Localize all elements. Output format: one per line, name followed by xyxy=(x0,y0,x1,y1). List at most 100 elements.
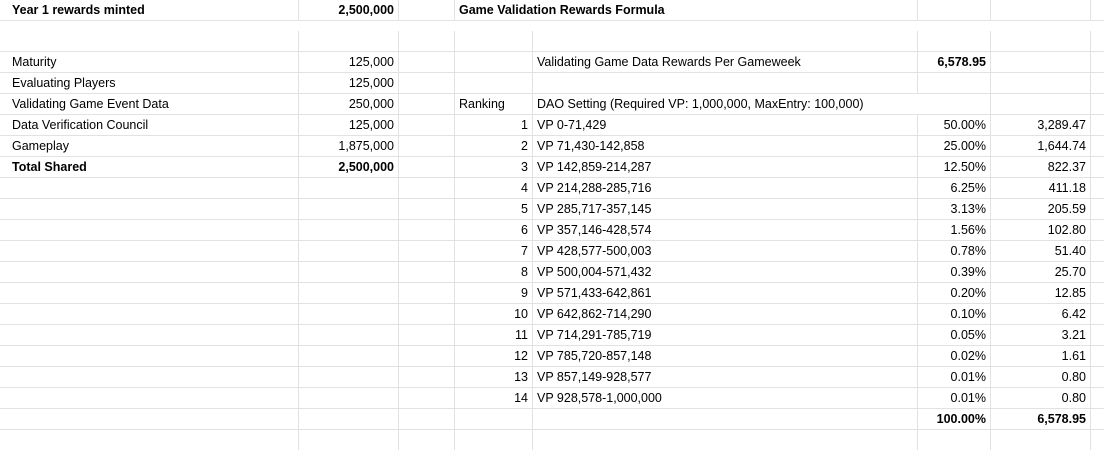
rank-vp-range[interactable]: VP 928,578-1,000,000 xyxy=(533,388,918,408)
rank-percent[interactable]: 0.05% xyxy=(918,325,991,345)
empty-cell[interactable] xyxy=(399,262,455,282)
empty-cell[interactable] xyxy=(299,346,399,366)
rank-reward[interactable]: 6.42 xyxy=(991,304,1091,324)
rank-percent[interactable]: 6.25% xyxy=(918,178,991,198)
rank-vp-range[interactable]: VP 714,291-785,719 xyxy=(533,325,918,345)
empty-cell[interactable] xyxy=(399,0,455,20)
total-shared-label[interactable]: Total Shared xyxy=(8,157,299,177)
rank-vp-range[interactable]: VP 357,146-428,574 xyxy=(533,220,918,240)
empty-cell[interactable] xyxy=(8,31,299,51)
empty-cell[interactable] xyxy=(8,409,299,429)
empty-cell[interactable] xyxy=(8,388,299,408)
rank-reward[interactable]: 411.18 xyxy=(991,178,1091,198)
empty-cell[interactable] xyxy=(991,52,1091,72)
empty-cell[interactable] xyxy=(533,0,918,20)
empty-cell[interactable] xyxy=(918,0,991,20)
empty-cell[interactable] xyxy=(299,325,399,345)
empty-cell[interactable] xyxy=(299,409,399,429)
empty-cell[interactable] xyxy=(918,31,991,51)
total-percent[interactable]: 100.00% xyxy=(918,409,991,429)
empty-cell[interactable] xyxy=(399,388,455,408)
rank-percent[interactable]: 0.02% xyxy=(918,346,991,366)
empty-cell[interactable] xyxy=(399,304,455,324)
rank-reward[interactable]: 1,644.74 xyxy=(991,136,1091,156)
rank-reward[interactable]: 0.80 xyxy=(991,367,1091,387)
empty-cell[interactable] xyxy=(8,325,299,345)
empty-cell[interactable] xyxy=(1091,346,1104,366)
empty-cell[interactable] xyxy=(299,367,399,387)
empty-cell[interactable] xyxy=(1091,52,1104,72)
empty-cell[interactable] xyxy=(8,304,299,324)
empty-cell[interactable] xyxy=(299,199,399,219)
rank-number[interactable]: 1 xyxy=(455,115,533,135)
rank-percent[interactable]: 0.10% xyxy=(918,304,991,324)
empty-cell[interactable] xyxy=(918,73,991,93)
empty-cell[interactable] xyxy=(1091,157,1104,177)
rank-vp-range[interactable]: VP 785,720-857,148 xyxy=(533,346,918,366)
empty-cell[interactable] xyxy=(299,430,399,450)
empty-cell[interactable] xyxy=(1091,367,1104,387)
rank-number[interactable]: 14 xyxy=(455,388,533,408)
item-value[interactable]: 125,000 xyxy=(299,73,399,93)
rank-reward[interactable]: 3,289.47 xyxy=(991,115,1091,135)
empty-cell[interactable] xyxy=(1091,304,1104,324)
rank-percent[interactable]: 25.00% xyxy=(918,136,991,156)
empty-cell[interactable] xyxy=(533,430,918,450)
rank-number[interactable]: 4 xyxy=(455,178,533,198)
empty-cell[interactable] xyxy=(1091,325,1104,345)
empty-cell[interactable] xyxy=(918,94,991,114)
empty-cell[interactable] xyxy=(8,199,299,219)
per-gameweek-value[interactable]: 6,578.95 xyxy=(918,52,991,72)
empty-cell[interactable] xyxy=(399,325,455,345)
empty-cell[interactable] xyxy=(1091,262,1104,282)
empty-cell[interactable] xyxy=(399,178,455,198)
rank-reward[interactable]: 3.21 xyxy=(991,325,1091,345)
empty-cell[interactable] xyxy=(533,31,918,51)
empty-cell[interactable] xyxy=(399,136,455,156)
empty-cell[interactable] xyxy=(399,199,455,219)
empty-cell[interactable] xyxy=(1091,178,1104,198)
empty-cell[interactable] xyxy=(8,283,299,303)
item-label[interactable]: Evaluating Players xyxy=(8,73,299,93)
rank-percent[interactable]: 0.39% xyxy=(918,262,991,282)
rank-vp-range[interactable]: VP 500,004-571,432 xyxy=(533,262,918,282)
rank-vp-range[interactable]: VP 857,149-928,577 xyxy=(533,367,918,387)
empty-cell[interactable] xyxy=(399,283,455,303)
empty-cell[interactable] xyxy=(399,73,455,93)
empty-cell[interactable] xyxy=(399,157,455,177)
rank-vp-range[interactable]: VP 71,430-142,858 xyxy=(533,136,918,156)
rank-number[interactable]: 7 xyxy=(455,241,533,261)
empty-cell[interactable] xyxy=(399,430,455,450)
empty-cell[interactable] xyxy=(533,409,918,429)
empty-cell[interactable] xyxy=(991,430,1091,450)
rank-reward[interactable]: 0.80 xyxy=(991,388,1091,408)
dao-setting-header[interactable]: DAO Setting (Required VP: 1,000,000, Max… xyxy=(537,97,864,111)
minted-label[interactable]: Year 1 rewards minted xyxy=(8,0,299,20)
per-gameweek-label[interactable]: Validating Game Data Rewards Per Gamewee… xyxy=(533,52,918,72)
rank-reward[interactable]: 12.85 xyxy=(991,283,1091,303)
item-label[interactable]: Maturity xyxy=(8,52,299,72)
empty-cell[interactable] xyxy=(399,409,455,429)
item-label[interactable]: Data Verification Council xyxy=(8,115,299,135)
empty-cell[interactable] xyxy=(299,304,399,324)
rank-number[interactable]: 8 xyxy=(455,262,533,282)
empty-cell[interactable] xyxy=(455,409,533,429)
empty-cell[interactable] xyxy=(399,220,455,240)
rank-number[interactable]: 11 xyxy=(455,325,533,345)
empty-cell[interactable] xyxy=(399,94,455,114)
empty-cell[interactable] xyxy=(399,52,455,72)
rank-reward[interactable]: 1.61 xyxy=(991,346,1091,366)
rank-vp-range[interactable]: VP 142,859-214,287 xyxy=(533,157,918,177)
empty-cell[interactable] xyxy=(455,430,533,450)
item-label[interactable]: Validating Game Event Data xyxy=(8,94,299,114)
empty-cell[interactable] xyxy=(533,73,918,93)
item-value[interactable]: 250,000 xyxy=(299,94,399,114)
minted-value[interactable]: 2,500,000 xyxy=(299,0,399,20)
rank-number[interactable]: 12 xyxy=(455,346,533,366)
rank-number[interactable]: 10 xyxy=(455,304,533,324)
empty-cell[interactable] xyxy=(991,31,1091,51)
empty-cell[interactable] xyxy=(1091,0,1104,20)
item-value[interactable]: 125,000 xyxy=(299,52,399,72)
rank-number[interactable]: 2 xyxy=(455,136,533,156)
empty-cell[interactable] xyxy=(1091,199,1104,219)
